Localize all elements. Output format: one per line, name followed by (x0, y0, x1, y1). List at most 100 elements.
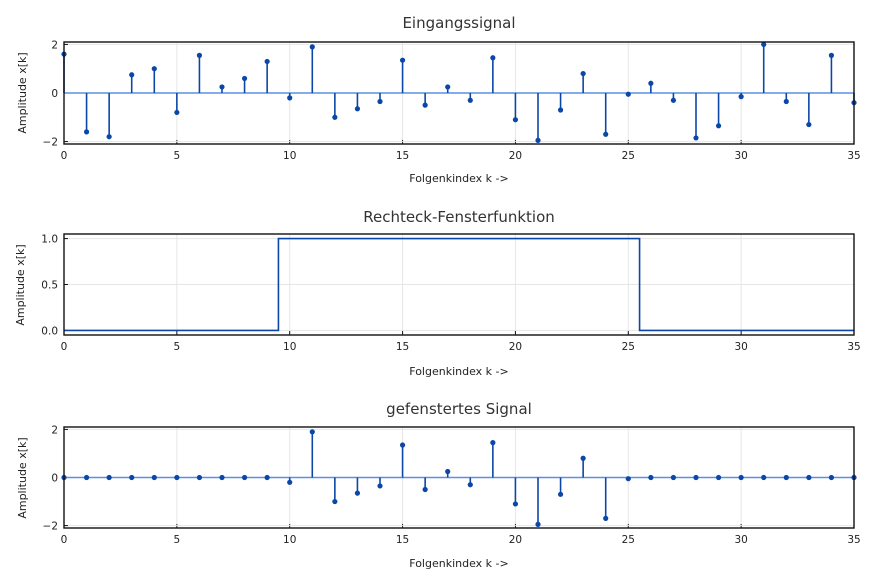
stem-marker (738, 474, 744, 481)
stem-marker (264, 58, 270, 65)
y-tick-label: 0 (51, 473, 58, 485)
stem-marker (670, 97, 677, 103)
x-tick-label: 5 (174, 341, 181, 353)
stem-marker (670, 474, 677, 481)
stem-marker (83, 474, 90, 481)
y-axis-label: Amplitude x[k] (16, 437, 29, 518)
panel-window-function: Rechteck-Fensterfunktion Folgenkindex k … (14, 208, 861, 378)
x-tick-label: 5 (174, 150, 181, 162)
x-tick-label: 10 (283, 341, 296, 353)
x-axis-label: Folgenkindex k -> (409, 365, 508, 378)
stem-marker (648, 80, 654, 86)
x-tick-label: 15 (396, 341, 409, 353)
axes-frame (63, 233, 855, 336)
stem-marker (354, 490, 361, 496)
stem-marker (151, 474, 157, 481)
stem-marker (580, 455, 586, 461)
x-tick-label: 0 (61, 534, 68, 546)
stem-marker (467, 482, 473, 488)
y-tick-label: 0 (51, 88, 58, 100)
x-tick-label: 35 (847, 534, 860, 546)
stem-marker (761, 41, 767, 48)
axes-frame (63, 41, 855, 145)
x-tick-label: 20 (509, 534, 522, 546)
panel-input-signal: Eingangssignal Folgenkindex k -> Amplitu… (16, 14, 861, 185)
y-axis-label: Amplitude x[k] (16, 52, 29, 133)
plot-area: 0 5 10 15 20 25 30 35 0.0 0.5 1.0 (41, 233, 861, 353)
stem-marker (422, 486, 428, 493)
stem-marker (83, 129, 90, 135)
stem-marker (264, 474, 270, 481)
stem-marker (219, 84, 225, 90)
stem-marker (603, 515, 609, 521)
stem-marker (241, 75, 248, 82)
stem-marker (693, 474, 699, 481)
stem-marker (715, 474, 722, 481)
stem-marker (557, 107, 564, 113)
stem-marker (535, 137, 541, 143)
stem-marker (806, 121, 812, 128)
stem-marker (129, 474, 135, 481)
stem-marker (715, 123, 722, 129)
stem-marker (445, 84, 451, 90)
x-tick-label: 35 (847, 341, 860, 353)
stem-marker (241, 474, 248, 481)
x-tick-label: 25 (622, 534, 635, 546)
panel-title: Rechteck-Fensterfunktion (363, 208, 555, 226)
plot-area: 0 5 10 15 20 25 30 35−202 (43, 39, 861, 162)
stem-marker (761, 474, 767, 481)
x-tick-label: 25 (622, 150, 635, 162)
x-tick-label: 0 (61, 341, 68, 353)
panel-windowed-signal: gefenstertes Signal Folgenkindex k -> Am… (16, 400, 861, 570)
panel-title: Eingangssignal (402, 14, 515, 32)
stem-marker (512, 501, 519, 507)
axes-frame (63, 426, 855, 529)
stem-marker (174, 109, 180, 116)
plot-area: 0 5 10 15 20 25 30 35−202 (43, 424, 861, 546)
x-tick-label: 10 (283, 150, 296, 162)
y-tick-label: −2 (43, 521, 58, 533)
y-axis-label: Amplitude x[k] (14, 244, 27, 325)
stem-marker (151, 66, 157, 72)
x-tick-label: 20 (509, 150, 522, 162)
x-tick-label: 0 (61, 150, 68, 162)
x-tick-label: 10 (283, 534, 296, 546)
y-tick-label: 1.0 (41, 234, 58, 246)
window-step-line (64, 237, 854, 332)
x-tick-label: 30 (734, 150, 747, 162)
stem-marker (354, 106, 361, 112)
stem-marker (557, 491, 564, 497)
stem-marker (445, 468, 451, 475)
stem-marker (196, 474, 203, 481)
stem-marker (129, 72, 135, 78)
stem-marker (490, 440, 496, 446)
stem-marker (422, 102, 428, 108)
x-axis-label: Folgenkindex k -> (409, 557, 508, 570)
stem-marker (332, 114, 338, 120)
x-tick-label: 35 (847, 150, 860, 162)
stem-marker (512, 117, 519, 123)
stem-marker (738, 94, 744, 100)
x-tick-label: 15 (396, 534, 409, 546)
x-tick-label: 5 (174, 534, 181, 546)
x-tick-label: 30 (734, 534, 747, 546)
stem-marker (377, 98, 383, 105)
stem-marker (309, 44, 315, 50)
x-tick-label: 15 (396, 150, 409, 162)
stem-marker (828, 474, 835, 481)
x-tick-label: 30 (734, 341, 747, 353)
stem-marker (174, 474, 180, 481)
stem-marker (377, 483, 383, 489)
stem-marker (806, 474, 812, 481)
y-tick-label: 0.0 (41, 325, 58, 337)
x-tick-label: 25 (622, 341, 635, 353)
stem-marker (783, 474, 789, 481)
stem-marker (106, 474, 112, 481)
y-tick-label: 2 (51, 39, 58, 51)
stem-marker (535, 521, 541, 527)
panel-title: gefenstertes Signal (386, 400, 532, 418)
stem-marker (783, 98, 789, 105)
stem-marker (467, 97, 473, 103)
stem-marker (828, 52, 835, 58)
